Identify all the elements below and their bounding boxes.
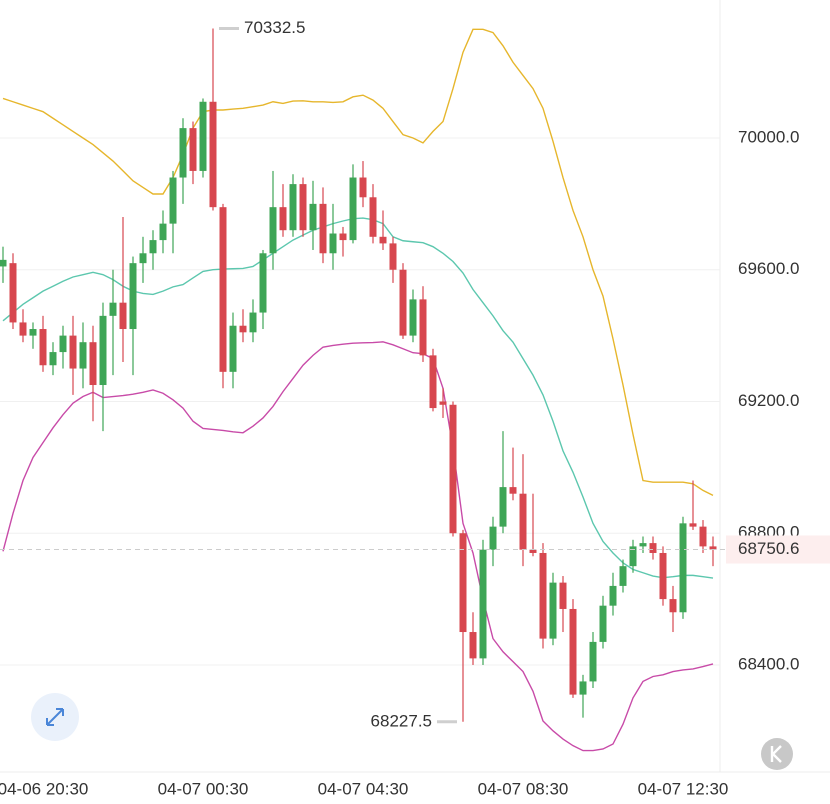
band-line <box>2 341 714 752</box>
candle-body <box>689 523 697 527</box>
k-button-bg <box>761 738 793 770</box>
max-label: 70332.5 <box>244 18 305 37</box>
candle-body <box>329 233 337 254</box>
y-tick-label: 68400.0 <box>738 654 799 673</box>
candle-body <box>579 681 587 695</box>
y-tick-label: 70000.0 <box>738 127 799 146</box>
candle-body <box>499 487 507 527</box>
candle-body <box>219 207 227 372</box>
candle-body <box>239 325 247 333</box>
candle-body <box>419 299 427 356</box>
candle-body <box>409 299 417 336</box>
candle-body <box>109 302 117 316</box>
candle-body <box>189 128 197 171</box>
candle-body <box>519 493 527 550</box>
candle-body <box>89 342 97 386</box>
candle-body <box>699 526 707 547</box>
candle-body <box>99 315 107 386</box>
candle-body <box>169 177 177 224</box>
candle-body <box>319 203 327 254</box>
candle-body <box>709 546 717 550</box>
candle-body <box>529 549 537 553</box>
candle-body <box>229 325 237 372</box>
candle-body <box>269 207 277 254</box>
candle-body <box>649 543 657 553</box>
expand-button[interactable] <box>31 693 79 741</box>
candle-body <box>389 243 397 270</box>
band-line <box>2 217 714 579</box>
candle-body <box>39 329 47 366</box>
candle-body <box>459 533 467 633</box>
last-price-tag <box>726 535 830 564</box>
candle-body <box>509 487 517 494</box>
candle-body <box>559 582 567 609</box>
candle-body <box>549 582 557 639</box>
candle-body <box>599 605 607 642</box>
candle-body <box>629 546 637 567</box>
candle-body <box>69 335 77 369</box>
candle-body <box>209 101 217 208</box>
candle-body <box>669 599 677 613</box>
y-tick-label: 69200.0 <box>738 391 799 410</box>
min-label: 68227.5 <box>371 711 432 730</box>
x-tick-label: 04-06 20:30 <box>0 779 88 798</box>
candle-body <box>299 184 307 231</box>
candle-body <box>569 608 577 695</box>
candle-body <box>399 269 407 336</box>
candle-body <box>349 177 357 241</box>
candle-body <box>289 184 297 231</box>
candle-body <box>59 335 67 353</box>
candle-body <box>489 526 497 550</box>
candle-body <box>79 342 87 369</box>
candle-body <box>159 223 167 241</box>
expand-icon <box>46 708 64 726</box>
candle-body <box>449 404 457 534</box>
candle-body <box>279 207 287 231</box>
candle-body <box>339 233 347 241</box>
k-icon <box>770 745 782 763</box>
candle-body <box>439 401 447 405</box>
candle-body <box>539 552 547 639</box>
candle-body <box>249 312 257 333</box>
candle-body <box>379 236 387 244</box>
candle-body <box>429 355 437 409</box>
candle-body <box>19 322 27 336</box>
candle-body <box>359 177 367 198</box>
candle-body <box>139 253 147 264</box>
last-price-label: 68750.6 <box>738 539 799 558</box>
candle-body <box>29 329 37 336</box>
candle-body <box>369 197 377 237</box>
candle-body <box>49 352 57 366</box>
candle-body <box>179 128 187 178</box>
candle-body <box>609 585 617 606</box>
candle-body <box>659 552 667 600</box>
candle-body <box>199 101 207 171</box>
candle-body <box>309 203 317 231</box>
candle-body <box>479 549 487 659</box>
candle-body <box>129 263 137 330</box>
x-tick-label: 04-07 00:30 <box>158 779 249 798</box>
y-tick-label: 69600.0 <box>738 259 799 278</box>
candle-body <box>469 632 477 659</box>
candle-body <box>619 566 627 586</box>
candle-body <box>9 263 17 323</box>
x-tick-label: 04-07 08:30 <box>478 779 569 798</box>
candle-body <box>589 641 597 682</box>
candle-body <box>119 302 127 330</box>
k-button[interactable] <box>761 738 793 770</box>
candle-body <box>679 523 687 613</box>
candle-body <box>0 259 7 267</box>
candle-body <box>639 543 647 547</box>
band-line <box>2 28 714 496</box>
x-tick-label: 04-07 12:30 <box>638 779 729 798</box>
candle-body <box>259 253 267 313</box>
x-tick-label: 04-07 04:30 <box>318 779 409 798</box>
candle-body <box>149 240 157 254</box>
